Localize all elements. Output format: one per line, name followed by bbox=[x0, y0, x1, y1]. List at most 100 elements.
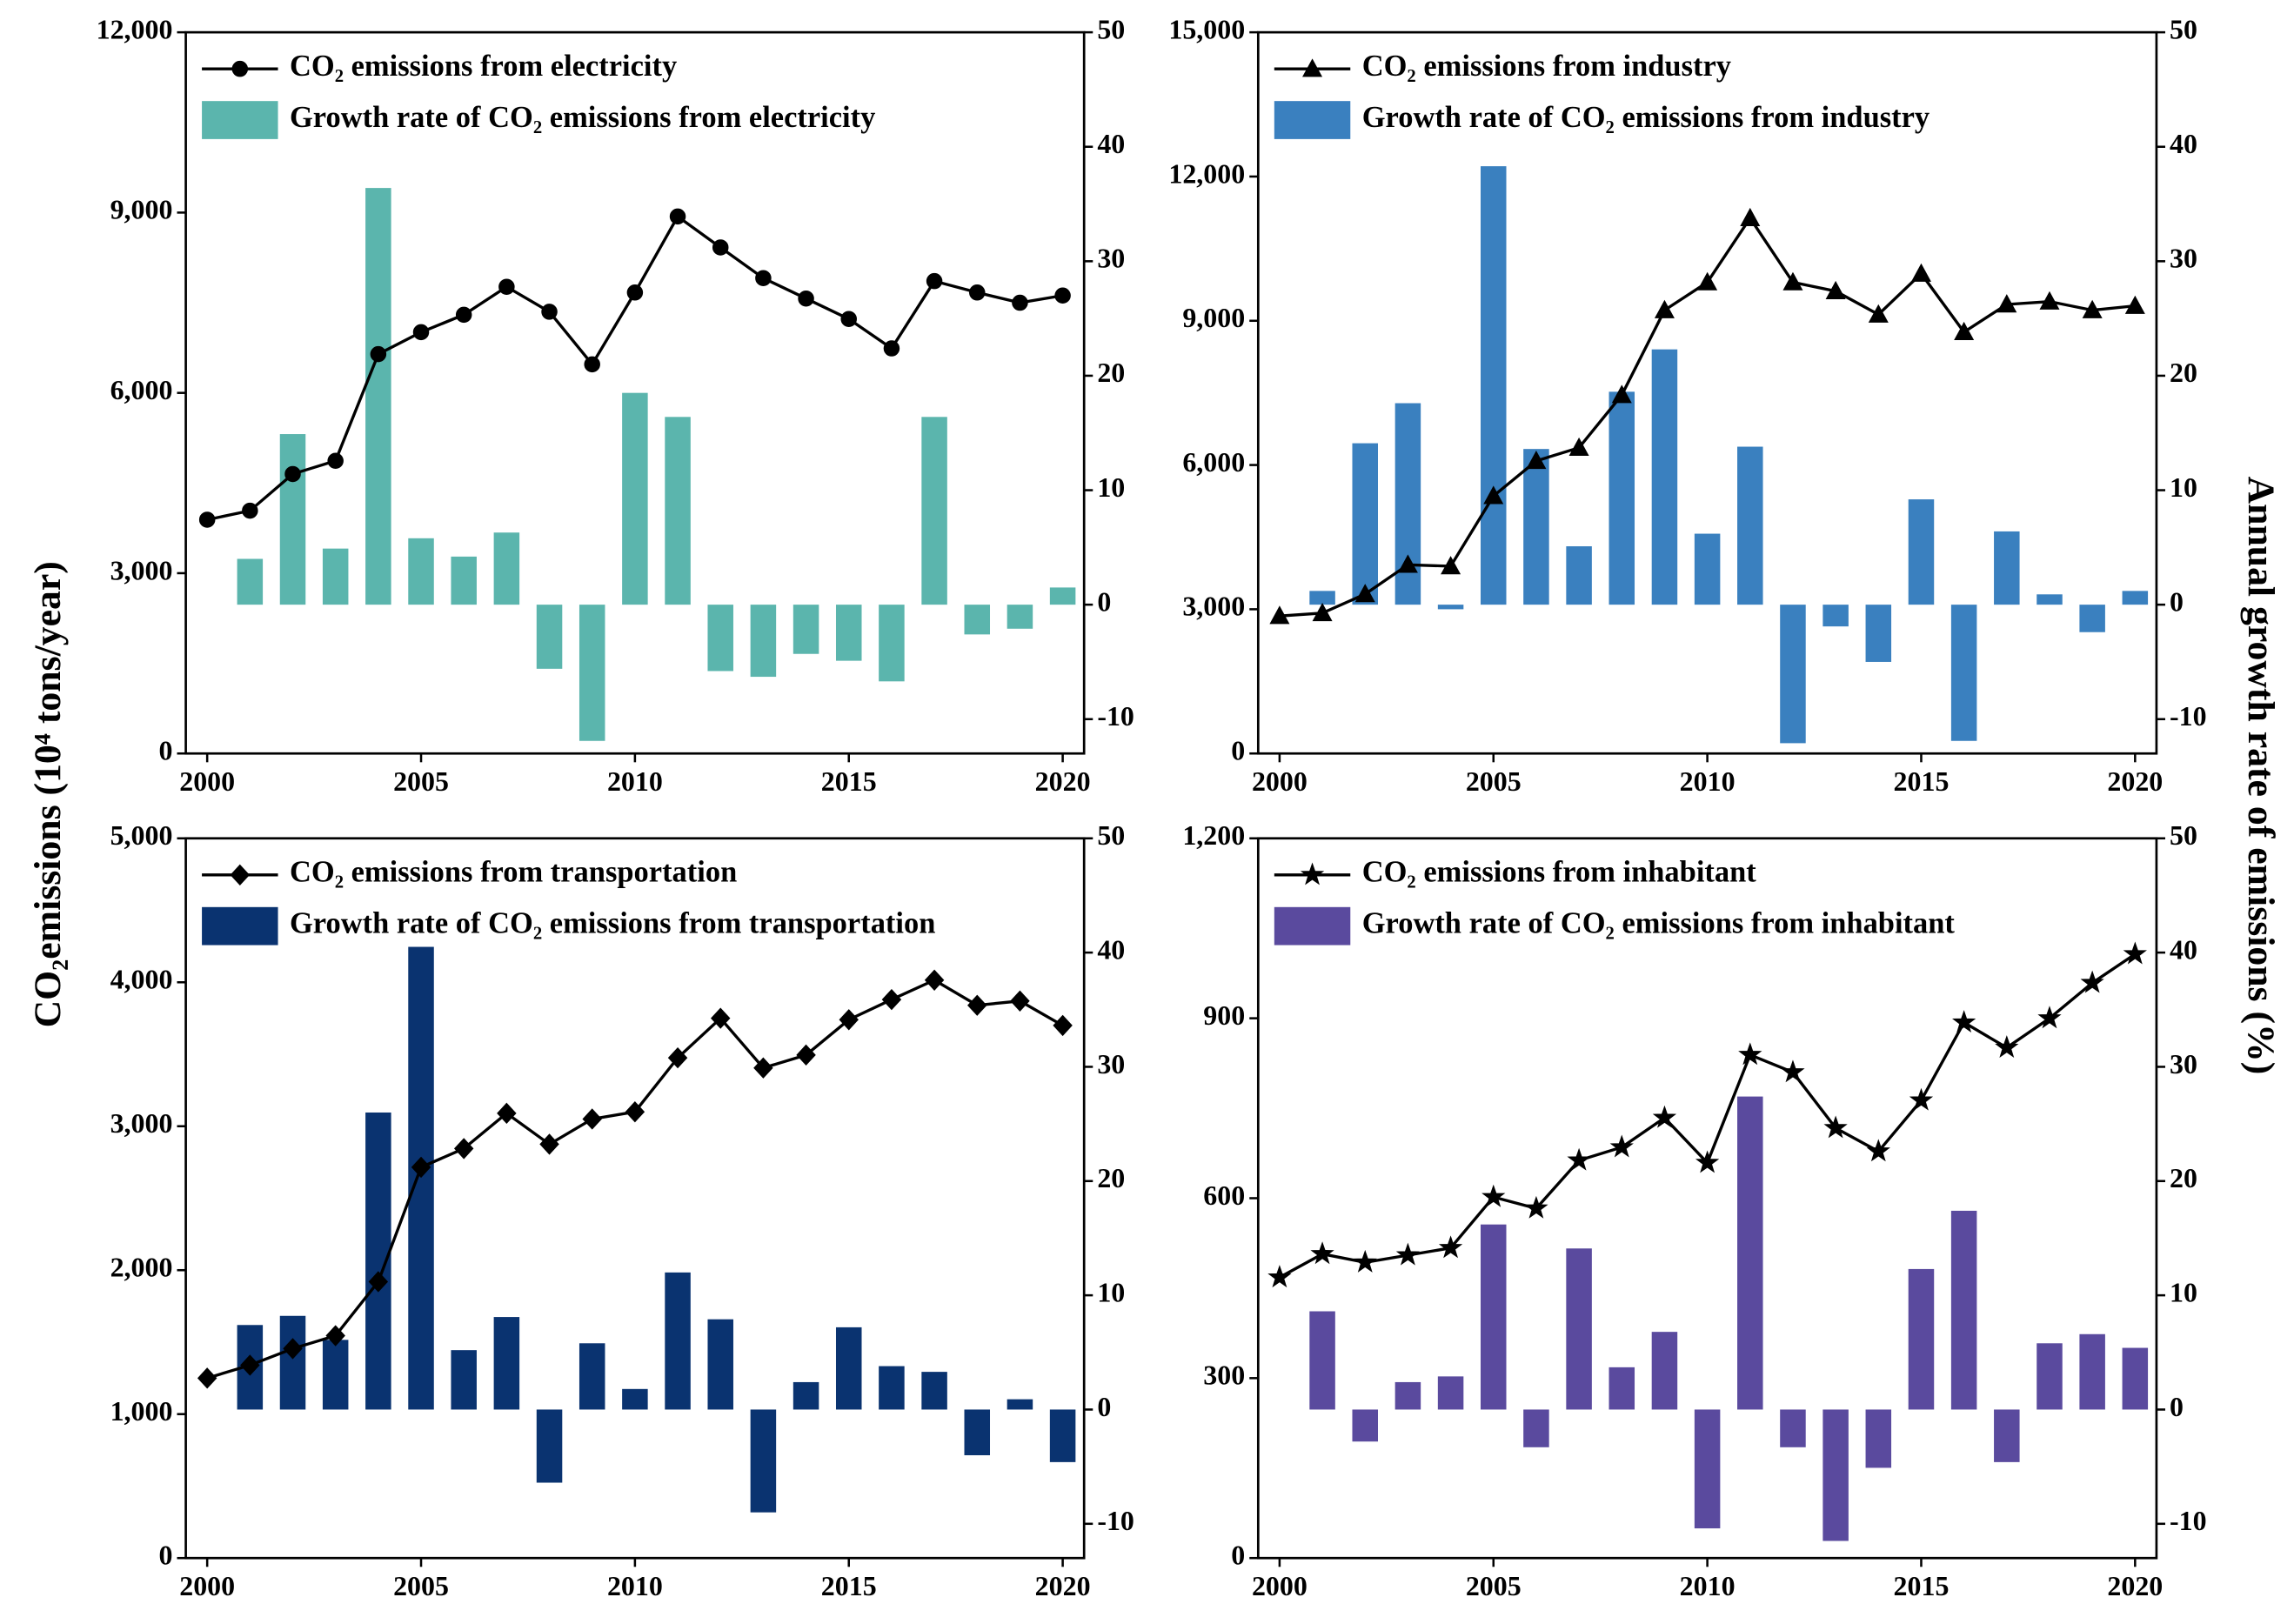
bar bbox=[1566, 546, 1592, 605]
x-tick-label: 2000 bbox=[179, 1571, 235, 1601]
marker bbox=[1825, 280, 1846, 300]
bar bbox=[1523, 449, 1549, 605]
y-tick-label: 9,000 bbox=[110, 195, 173, 225]
bar bbox=[1822, 605, 1849, 627]
marker bbox=[198, 511, 216, 528]
bar bbox=[1694, 533, 1721, 605]
y2-tick-label: 0 bbox=[1097, 586, 1111, 617]
marker bbox=[1740, 207, 1761, 227]
bar bbox=[921, 417, 947, 605]
bar bbox=[579, 605, 605, 741]
x-tick-label: 2020 bbox=[1035, 766, 1091, 797]
y-tick-label: 4,000 bbox=[110, 965, 173, 995]
bar bbox=[579, 1343, 605, 1410]
marker bbox=[1354, 584, 1375, 603]
marker bbox=[1952, 1010, 1976, 1033]
bar bbox=[2079, 1333, 2105, 1410]
bar bbox=[1352, 443, 1378, 605]
y-tick-label: 3,000 bbox=[110, 555, 173, 585]
y2-tick-label: 30 bbox=[1097, 244, 1125, 274]
y2-tick-label: 40 bbox=[1097, 934, 1125, 965]
y-tick-label: 900 bbox=[1203, 1000, 1245, 1031]
bar bbox=[1049, 1409, 1076, 1462]
bar bbox=[2122, 1347, 2149, 1410]
marker bbox=[455, 306, 472, 324]
bar bbox=[665, 417, 691, 605]
bar bbox=[622, 392, 648, 605]
bar bbox=[2122, 591, 2149, 605]
y2-tick-label: 20 bbox=[1097, 1163, 1125, 1193]
marker bbox=[1054, 287, 1071, 304]
y-tick-label: 0 bbox=[1231, 1540, 1245, 1571]
marker bbox=[1353, 1249, 1377, 1273]
marker bbox=[796, 1044, 816, 1066]
y2-tick-label: -10 bbox=[1097, 1506, 1134, 1536]
bar bbox=[1608, 1367, 1635, 1410]
marker bbox=[924, 969, 945, 991]
marker bbox=[883, 340, 900, 357]
y2-tick-label: 30 bbox=[2170, 244, 2197, 274]
y2-tick-label: 0 bbox=[2170, 586, 2184, 617]
bar bbox=[1994, 1409, 2020, 1462]
marker bbox=[1568, 437, 1589, 456]
marker bbox=[1781, 1059, 1805, 1083]
y-tick-label: 0 bbox=[158, 1540, 172, 1571]
x-tick-label: 2015 bbox=[821, 1571, 877, 1601]
bar bbox=[665, 1272, 691, 1410]
marker bbox=[667, 1046, 688, 1069]
x-tick-label: 2005 bbox=[393, 1571, 449, 1601]
bar bbox=[279, 1315, 306, 1410]
bar bbox=[536, 605, 563, 669]
marker bbox=[1312, 602, 1333, 622]
marker bbox=[2082, 299, 2103, 318]
marker bbox=[1611, 384, 1632, 404]
marker bbox=[240, 1354, 260, 1376]
x-tick-label: 2000 bbox=[1252, 1571, 1308, 1601]
bar bbox=[2079, 605, 2105, 632]
y-tick-label: 300 bbox=[1203, 1360, 1245, 1391]
x-tick-label: 2015 bbox=[1894, 766, 1950, 797]
bar bbox=[1608, 391, 1635, 605]
marker bbox=[1267, 1265, 1292, 1288]
marker bbox=[1654, 299, 1675, 318]
y2-tick-label: 40 bbox=[2170, 129, 2197, 159]
marker bbox=[2039, 291, 2060, 310]
y2-tick-label: 30 bbox=[1097, 1049, 1125, 1079]
y-tick-label: 5,000 bbox=[110, 820, 173, 851]
marker bbox=[2037, 1006, 2062, 1029]
y-tick-label: 3,000 bbox=[110, 1108, 173, 1139]
legend-label: CO₂ emissions from electricity bbox=[290, 50, 677, 83]
bar bbox=[964, 605, 991, 635]
bar bbox=[493, 1317, 520, 1410]
bar bbox=[1908, 1268, 1935, 1410]
y-tick-label: 15,000 bbox=[1168, 14, 1245, 44]
legend-swatch bbox=[1274, 101, 1351, 139]
marker bbox=[753, 1057, 773, 1079]
x-tick-label: 2010 bbox=[607, 766, 663, 797]
bar bbox=[1481, 1224, 1507, 1410]
bar bbox=[1994, 531, 2020, 605]
bar bbox=[1566, 1248, 1592, 1410]
marker bbox=[1909, 1087, 1934, 1111]
marker bbox=[1310, 1241, 1334, 1265]
bar bbox=[1352, 1409, 1378, 1442]
bar bbox=[750, 1409, 777, 1513]
marker bbox=[1441, 556, 1461, 575]
bar bbox=[1865, 1409, 1892, 1468]
y2-tick-label: 20 bbox=[1097, 358, 1125, 388]
y2-tick-label: -10 bbox=[2170, 1506, 2207, 1536]
y2-axis-title: Annual growth rate of emissions (%) bbox=[2240, 477, 2282, 1075]
y2-tick-label: 50 bbox=[1097, 820, 1125, 851]
marker bbox=[325, 1325, 345, 1347]
bar bbox=[1780, 1409, 1806, 1447]
bar bbox=[964, 1409, 991, 1455]
bar bbox=[1007, 1399, 1033, 1410]
marker bbox=[1053, 1014, 1073, 1037]
marker bbox=[969, 284, 986, 301]
y-tick-label: 1,200 bbox=[1182, 820, 1245, 851]
plot-frame bbox=[184, 837, 1086, 1560]
marker bbox=[1438, 1235, 1463, 1259]
bar bbox=[279, 434, 306, 605]
marker bbox=[710, 1007, 731, 1029]
